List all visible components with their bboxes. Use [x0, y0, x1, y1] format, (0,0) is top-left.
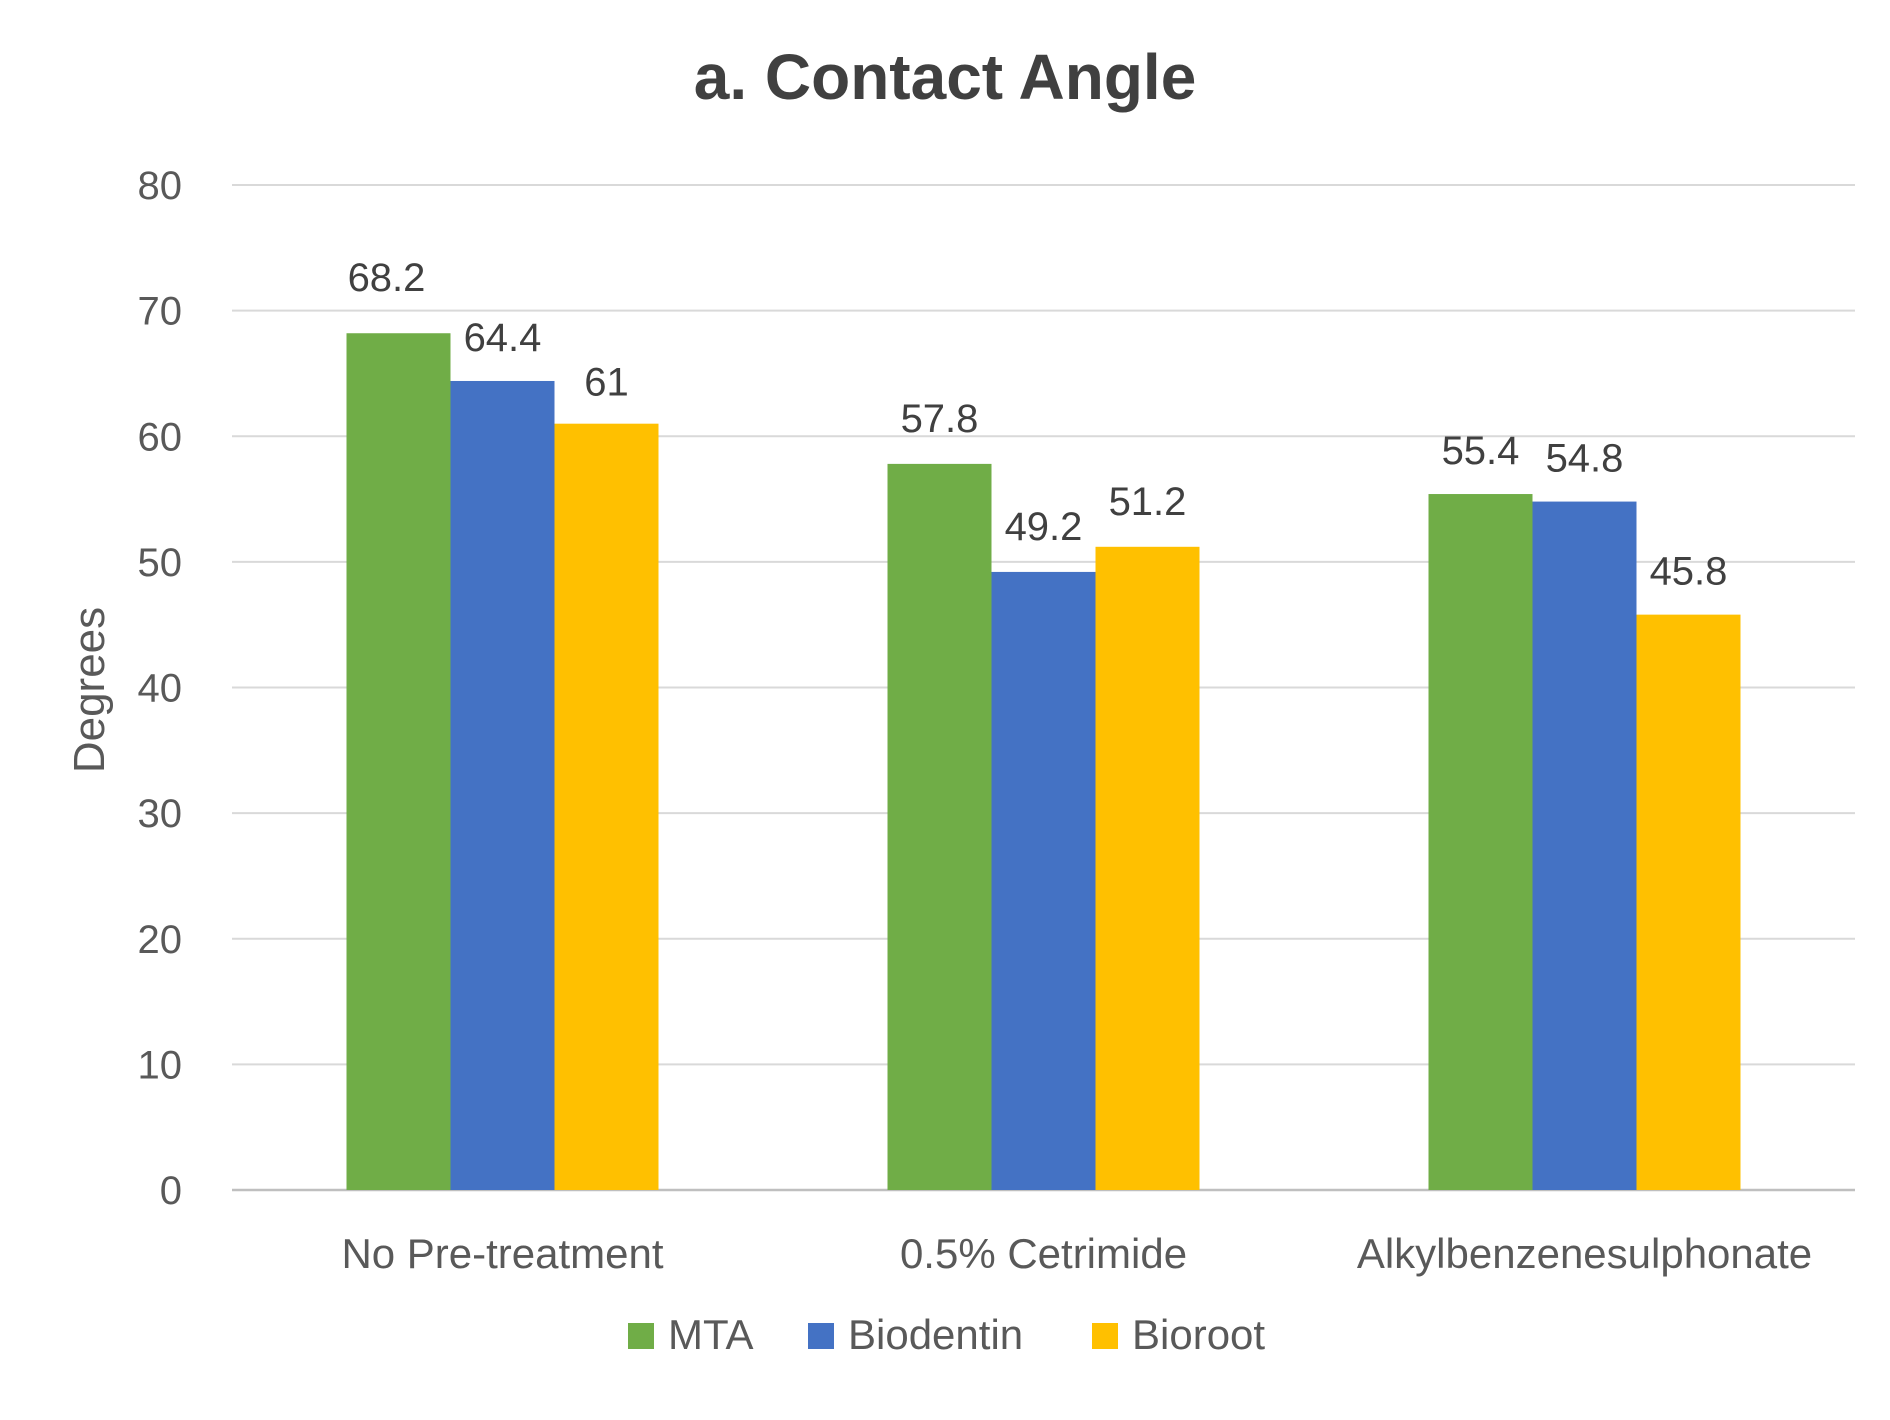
bars — [346, 333, 1741, 1191]
data-label: 51.2 — [1109, 480, 1187, 524]
x-tick-label: No Pre-treatment — [341, 1230, 663, 1277]
data-label: 61 — [584, 361, 629, 405]
bar-biodentin — [450, 380, 555, 1191]
bar-biodentin — [991, 571, 1096, 1190]
data-label: 45.8 — [1650, 550, 1728, 594]
bar-mta — [887, 463, 992, 1190]
x-tick-label: Alkylbenzenesulphonate — [1357, 1230, 1812, 1277]
data-label: 55.4 — [1442, 429, 1520, 473]
x-tick-label: 0.5% Cetrimide — [900, 1230, 1187, 1277]
legend-swatch-biodentin — [808, 1323, 834, 1349]
bar-mta — [1428, 494, 1533, 1191]
legend: MTA Biodentin Bioroot — [628, 1311, 1265, 1358]
legend-label: Biodentin — [848, 1311, 1023, 1358]
y-tick-label: 40 — [138, 667, 183, 711]
y-tick-label: 30 — [138, 792, 183, 836]
bar-biodentin — [1532, 501, 1637, 1190]
data-labels: 68.2 64.4 61 57.8 49.2 51.2 55.4 54.8 45.8 — [348, 256, 1728, 593]
chart-title: a. Contact Angle — [693, 41, 1197, 113]
y-tick-label: 60 — [138, 415, 183, 459]
legend-label: Bioroot — [1132, 1311, 1265, 1358]
data-label: 49.2 — [1005, 505, 1083, 549]
bar-bioroot — [1636, 614, 1741, 1190]
x-axis-ticks: No Pre-treatment 0.5% Cetrimide Alkylbenze… — [341, 1230, 1812, 1277]
legend-swatch-mta — [628, 1323, 654, 1349]
y-tick-label: 80 — [138, 164, 183, 208]
bar-mta — [346, 333, 451, 1190]
bar-bioroot — [554, 423, 659, 1190]
y-tick-label: 10 — [138, 1043, 183, 1087]
data-label: 57.8 — [901, 397, 979, 441]
y-axis-ticks: 0 10 20 30 40 50 60 70 80 — [138, 164, 183, 1213]
bar-bioroot — [1095, 546, 1200, 1190]
y-tick-label: 20 — [138, 918, 183, 962]
y-tick-label: 70 — [138, 290, 183, 334]
y-tick-label: 50 — [138, 541, 183, 585]
legend-label: MTA — [668, 1311, 754, 1358]
y-axis-label: Degrees — [65, 607, 114, 773]
y-tick-label: 0 — [160, 1169, 182, 1213]
legend-swatch-bioroot — [1092, 1323, 1118, 1349]
data-label: 54.8 — [1546, 437, 1624, 481]
data-label: 68.2 — [348, 256, 426, 300]
data-label: 64.4 — [464, 316, 542, 360]
